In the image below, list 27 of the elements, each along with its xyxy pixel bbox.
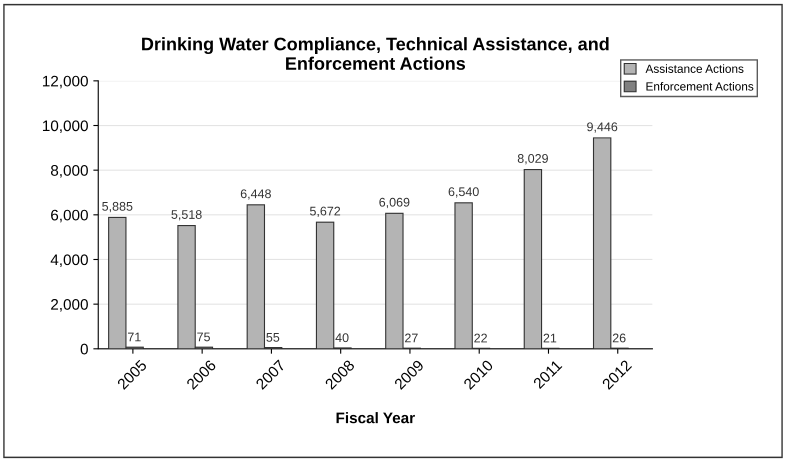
data-label: 5,885 — [102, 202, 132, 212]
data-label: 9,446 — [587, 122, 618, 133]
x-axis-title: Fiscal Year — [336, 412, 415, 424]
y-tick-label: 6,000 — [51, 210, 88, 222]
y-tick-label: 2,000 — [51, 299, 88, 312]
data-label: 5,672 — [310, 206, 340, 217]
data-label: 55 — [266, 333, 280, 342]
data-label: 6,448 — [240, 189, 271, 200]
data-label: 21 — [544, 334, 556, 342]
data-label: 6,540 — [448, 187, 479, 198]
data-label: 26 — [612, 334, 626, 342]
data-label: 75 — [197, 332, 210, 342]
data-label: 8,029 — [518, 154, 548, 164]
y-tick-label: 0 — [80, 344, 88, 354]
data-label: 27 — [405, 334, 418, 342]
y-tick-label: 12,000 — [42, 76, 88, 88]
data-label: 22 — [474, 334, 487, 342]
y-tick-label: 8,000 — [50, 165, 88, 178]
data-label: 71 — [128, 332, 141, 342]
legend-label: Assistance Actions — [646, 64, 744, 73]
data-label: 40 — [335, 333, 349, 342]
legend-label: Enforcement Actions — [646, 82, 754, 91]
data-label: 5,518 — [171, 210, 202, 220]
y-tick-label: 10,000 — [42, 120, 88, 133]
data-label: 6,069 — [379, 198, 410, 208]
chart-title: Drinking Water Compliance, Technical Assistance, and Enforcement Actions — [142, 37, 609, 70]
y-tick-label: 4,000 — [50, 254, 88, 267]
